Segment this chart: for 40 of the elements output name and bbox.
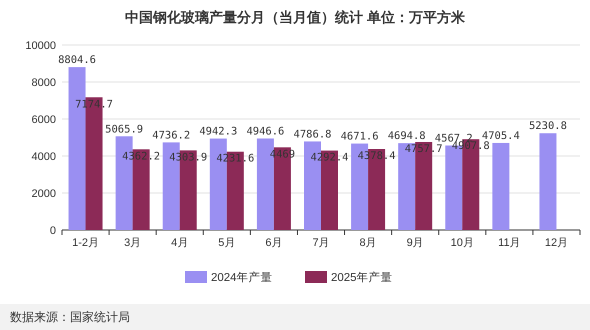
legend-label: 2024年产量: [211, 270, 273, 284]
y-tick-label: 4000: [32, 151, 56, 163]
data-label: 8804.6: [58, 54, 96, 66]
data-label: 4786.8: [294, 128, 332, 140]
bar: [539, 133, 556, 230]
y-tick-label: 6000: [32, 114, 56, 126]
x-tick-label: 3月: [124, 237, 142, 249]
x-tick-label: 12月: [544, 237, 568, 249]
x-tick-label: 4月: [171, 237, 188, 249]
source-note: 数据来源：国家统计局: [10, 310, 130, 324]
y-tick-label: 8000: [32, 77, 56, 89]
x-tick-label: 10月: [450, 237, 474, 249]
chart-title: 中国钢化玻璃产量分月（当月值）统计 单位：万平方米: [125, 9, 466, 25]
data-label: 4292.4: [310, 152, 348, 164]
x-tick-label: 11月: [498, 237, 521, 249]
data-label: 4694.8: [388, 130, 426, 142]
y-tick-label: 0: [50, 225, 56, 237]
data-label: 5065.9: [105, 123, 144, 136]
y-tick-label: 2000: [32, 188, 56, 200]
data-label: 7174.7: [75, 98, 114, 110]
x-tick-label: 1-2月: [72, 237, 99, 249]
legend-label: 2025年产量: [331, 270, 393, 284]
data-label: 4671.6: [340, 130, 379, 143]
data-label: 4757.7: [404, 142, 443, 155]
data-label: 4378.4: [358, 150, 396, 162]
data-label: 5230.8: [528, 120, 567, 132]
data-label: 4942.3: [199, 126, 238, 138]
x-tick-label: 7月: [312, 237, 330, 249]
data-label: 4946.6: [246, 125, 284, 138]
data-label: 4231.6: [216, 152, 254, 165]
x-tick-label: 9月: [406, 237, 424, 249]
data-label: 4736.2: [152, 129, 190, 142]
bar: [492, 142, 510, 230]
x-tick-label: 6月: [265, 237, 282, 249]
y-tick-label: 10000: [25, 40, 56, 52]
data-label: 4705.4: [482, 130, 520, 142]
x-tick-label: 5月: [218, 237, 236, 249]
x-tick-label: 8月: [360, 237, 377, 249]
data-label: 4362.2: [122, 150, 160, 162]
data-label: 4303.9: [169, 151, 208, 164]
